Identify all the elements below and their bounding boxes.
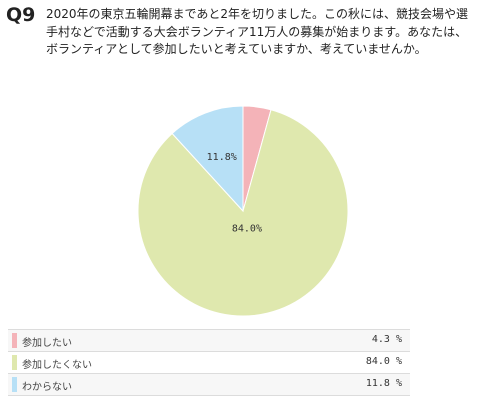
legend-value: 11.8 % xyxy=(365,378,402,389)
legend-label: 参加したい xyxy=(22,338,72,349)
legend-label: わからない xyxy=(22,382,72,393)
legend-row: 参加したくない 84.0 % xyxy=(8,352,410,374)
legend-value: 4.3 % xyxy=(371,334,402,345)
slice-label-1: 84.0% xyxy=(232,223,262,234)
legend: 参加したい 4.3 % 参加したくない 84.0 % わからない 11.8 % xyxy=(8,329,410,396)
pie-chart: 84.0% 11.8% xyxy=(137,105,349,317)
legend-swatch xyxy=(12,377,17,392)
question-text: 2020年の東京五輪開幕まであと2年を切りました。この秋には、競技会場や選手村な… xyxy=(46,7,469,56)
legend-row: 参加したい 4.3 % xyxy=(8,330,410,352)
question-number: Q9 xyxy=(6,4,36,26)
legend-row: わからない 11.8 % xyxy=(8,374,410,396)
legend-swatch xyxy=(12,333,17,348)
pie-slice-1 xyxy=(137,109,349,317)
slice-label-2: 11.8% xyxy=(207,152,237,163)
legend-label: 参加したくない xyxy=(22,360,92,371)
pie-slice-2 xyxy=(171,105,244,213)
legend-value: 84.0 % xyxy=(365,356,402,367)
legend-swatch xyxy=(12,355,17,370)
